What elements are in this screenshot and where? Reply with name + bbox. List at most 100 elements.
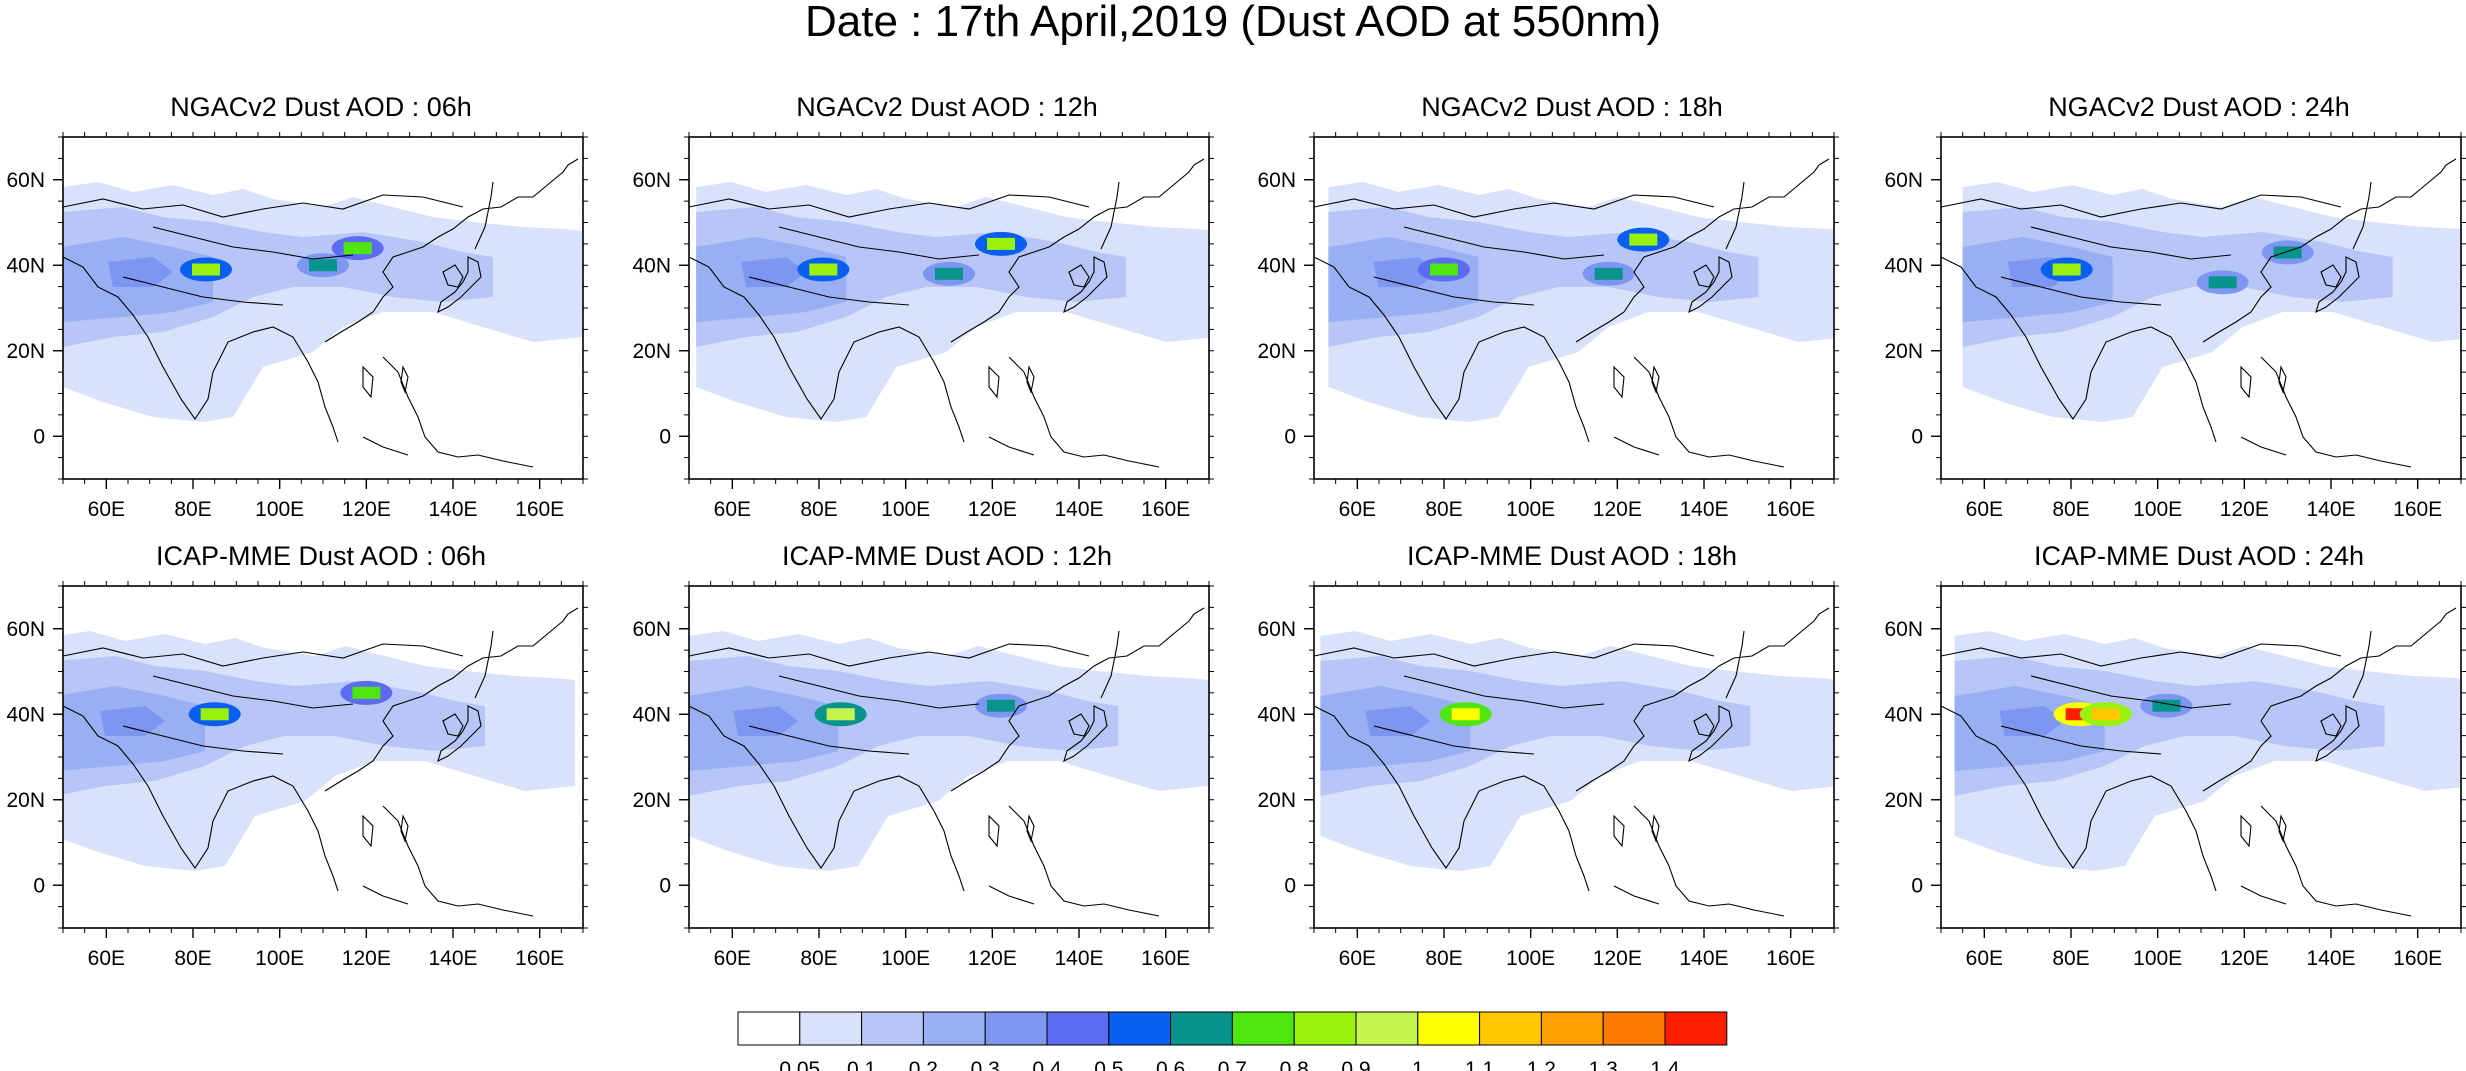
- lat-tick-label: 20N: [632, 340, 671, 363]
- colorbar-box: [737, 1011, 801, 1046]
- colorbar-label: 0.2: [909, 1058, 938, 1071]
- dust-hotspot: [1629, 233, 1658, 246]
- lon-tick-label: 140E: [428, 498, 477, 521]
- colorbar-box: [1108, 1011, 1172, 1046]
- lat-tick-label: 40N: [1884, 703, 1923, 726]
- panel-title-icap-12h: ICAP-MME Dust AOD : 12h: [781, 541, 1113, 571]
- lon-tick-label: 120E: [342, 498, 391, 521]
- lat-tick-label: 60N: [1884, 169, 1923, 192]
- lat-tick-label: 60N: [6, 618, 45, 641]
- panel-title-ngac-06h: NGACv2 Dust AOD : 06h: [170, 92, 472, 122]
- map-panel-3: 60N 40N 20N 0 60E 80E 100E 120E 140E 160E: [1884, 132, 2466, 521]
- dust-hotspot: [1430, 263, 1458, 276]
- colorbar-label: 0.3: [971, 1058, 1000, 1071]
- lon-tick-label: 60E: [1966, 498, 2003, 521]
- colorbar-label: 0.1: [847, 1058, 876, 1071]
- dust-hotspot: [2052, 263, 2081, 276]
- lat-tick-label: 0: [1284, 425, 1296, 448]
- lon-tick-label: 100E: [1506, 947, 1555, 970]
- lon-tick-label: 120E: [968, 947, 1017, 970]
- lat-tick-label: 60N: [632, 618, 671, 641]
- dust-hotspot: [309, 259, 337, 272]
- colorbar-label: 1.2: [1527, 1058, 1556, 1071]
- colorbar-box: [922, 1011, 986, 1046]
- map-panel-5: 60N 40N 20N 0 60E 80E 100E 120E 140E 160E: [632, 581, 1214, 970]
- lat-tick-label: 60N: [1257, 618, 1296, 641]
- lat-tick-label: 40N: [632, 254, 671, 277]
- lon-tick-label: 80E: [1425, 498, 1462, 521]
- map-panel-7: 60N 40N 20N 0 60E 80E 100E 120E 140E 160E: [1884, 581, 2466, 970]
- lat-tick-label: 40N: [632, 703, 671, 726]
- colorbar-label: 0.6: [1156, 1058, 1185, 1071]
- lat-tick-label: 0: [659, 874, 671, 897]
- dust-hotspot: [352, 686, 381, 699]
- lat-tick-label: 40N: [6, 703, 45, 726]
- lon-tick-label: 140E: [1679, 947, 1728, 970]
- lon-tick-label: 100E: [255, 498, 304, 521]
- lon-tick-label: 100E: [881, 947, 930, 970]
- colorbar-box: [1479, 1011, 1542, 1046]
- lon-tick-label: 120E: [2220, 498, 2269, 521]
- lon-tick-label: 100E: [2133, 947, 2182, 970]
- lon-tick-label: 160E: [515, 947, 564, 970]
- lon-tick-label: 80E: [174, 498, 211, 521]
- dust-hotspot: [200, 708, 229, 721]
- lat-tick-label: 60N: [1257, 169, 1296, 192]
- lat-tick-label: 20N: [6, 340, 45, 363]
- lon-tick-label: 160E: [1141, 947, 1190, 970]
- lat-tick-label: 40N: [1257, 703, 1296, 726]
- colorbar-box: [1417, 1011, 1481, 1046]
- lon-tick-label: 160E: [2393, 498, 2442, 521]
- panel-title-ngac-24h: NGACv2 Dust AOD : 24h: [2048, 92, 2350, 122]
- lat-tick-label: 20N: [6, 789, 45, 812]
- lat-tick-label: 20N: [632, 789, 671, 812]
- lat-tick-label: 0: [33, 425, 45, 448]
- lon-tick-label: 140E: [2306, 947, 2355, 970]
- colorbar-box: [1170, 1011, 1233, 1046]
- colorbar-label: 1.4: [1650, 1058, 1680, 1071]
- dust-hotspot: [987, 237, 1015, 250]
- dust-hotspot: [987, 699, 1015, 712]
- colorbar-label: 0.9: [1341, 1058, 1370, 1071]
- lon-tick-label: 160E: [1766, 947, 1815, 970]
- panel-title-ngac-12h: NGACv2 Dust AOD : 12h: [796, 92, 1098, 122]
- lon-tick-label: 80E: [800, 947, 837, 970]
- colorbar-box: [1664, 1011, 1728, 1046]
- figure-title: Date : 17th April,2019 (Dust AOD at 550n…: [804, 0, 1661, 46]
- lat-tick-label: 40N: [6, 254, 45, 277]
- lon-tick-label: 80E: [800, 498, 837, 521]
- lon-tick-label: 60E: [714, 947, 751, 970]
- colorbar-box: [1602, 1011, 1666, 1046]
- colorbar-label: 0.8: [1280, 1058, 1309, 1071]
- lat-tick-label: 60N: [1884, 618, 1923, 641]
- lon-tick-label: 60E: [1966, 947, 2003, 970]
- lat-tick-label: 20N: [1884, 789, 1923, 812]
- lon-tick-label: 100E: [255, 947, 304, 970]
- colorbar-box: [984, 1011, 1048, 1046]
- lon-tick-label: 80E: [2052, 947, 2089, 970]
- colorbar-label: 0.7: [1218, 1058, 1247, 1071]
- lon-tick-label: 100E: [881, 498, 930, 521]
- lat-tick-label: 60N: [6, 169, 45, 192]
- lon-tick-label: 100E: [2133, 498, 2182, 521]
- colorbar-box: [799, 1011, 863, 1046]
- lon-tick-label: 140E: [1054, 498, 1103, 521]
- lon-tick-label: 160E: [2393, 947, 2442, 970]
- lon-tick-label: 60E: [88, 498, 125, 521]
- lon-tick-label: 160E: [1141, 498, 1190, 521]
- colorbar-box: [1355, 1011, 1419, 1046]
- lat-tick-label: 40N: [1884, 254, 1923, 277]
- colorbar-label: 1.3: [1589, 1058, 1618, 1071]
- lon-tick-label: 120E: [1593, 498, 1642, 521]
- colorbar-label: 0.05: [779, 1058, 820, 1071]
- lon-tick-label: 60E: [714, 498, 751, 521]
- lon-tick-label: 160E: [1766, 498, 1815, 521]
- panel-title-icap-24h: ICAP-MME Dust AOD : 24h: [2033, 541, 2365, 571]
- colorbar-box: [861, 1011, 924, 1046]
- lon-tick-label: 60E: [1339, 947, 1376, 970]
- colorbar-box: [1046, 1011, 1110, 1046]
- dust-hotspot: [2091, 708, 2120, 721]
- lat-tick-label: 60N: [632, 169, 671, 192]
- lon-tick-label: 120E: [2220, 947, 2269, 970]
- colorbar-box: [1540, 1011, 1604, 1046]
